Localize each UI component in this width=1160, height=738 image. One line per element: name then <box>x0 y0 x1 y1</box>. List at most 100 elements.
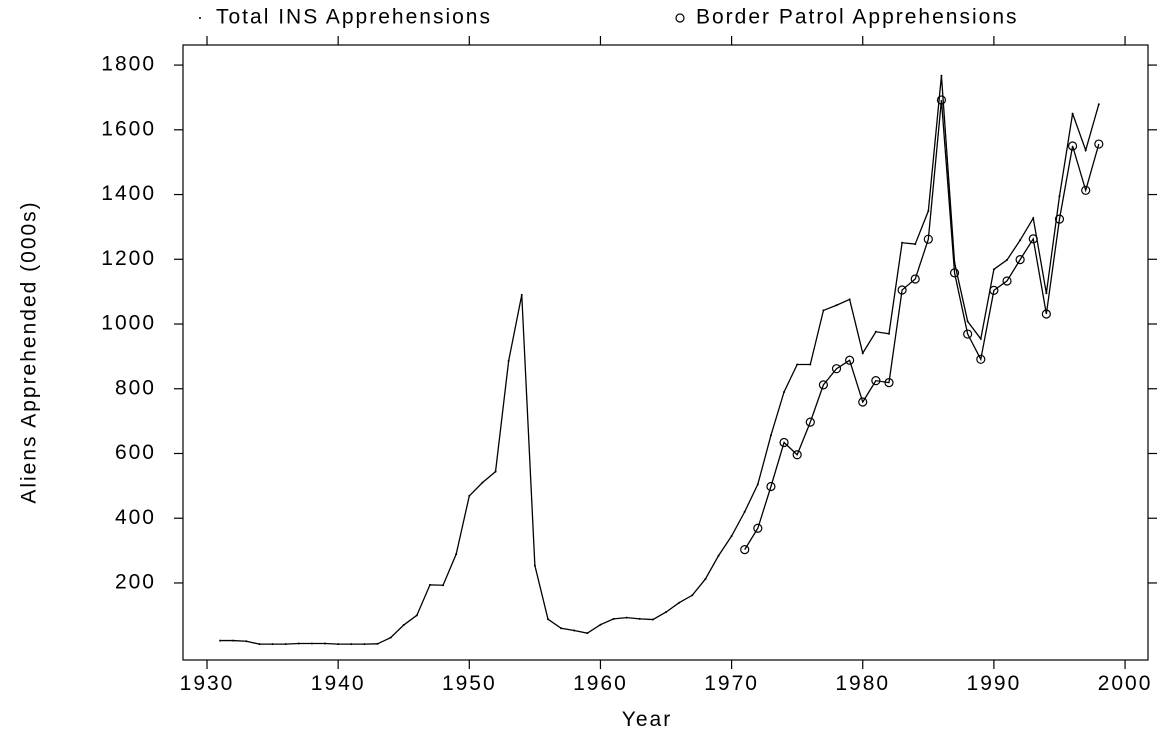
legend-label: Total INS Apprehensions <box>216 6 492 29</box>
point <box>560 627 563 630</box>
x-tick-label: 1930 <box>180 672 235 695</box>
point <box>468 494 471 497</box>
point <box>914 243 917 246</box>
point <box>989 285 999 295</box>
point <box>415 614 418 617</box>
point <box>769 434 772 437</box>
point <box>665 611 668 614</box>
x-tick-label: 1940 <box>311 672 366 695</box>
point <box>402 624 405 627</box>
point <box>874 330 877 333</box>
series-line <box>220 75 1100 645</box>
x-tick-label: 1990 <box>967 672 1022 695</box>
point <box>979 337 982 340</box>
point <box>442 584 445 587</box>
point <box>1002 276 1012 286</box>
point <box>858 397 868 407</box>
point <box>310 642 313 645</box>
point <box>717 554 720 557</box>
point <box>1041 309 1051 319</box>
point <box>831 364 842 374</box>
point <box>792 450 802 460</box>
y-tick-label: 1400 <box>101 182 156 205</box>
point <box>1054 214 1065 224</box>
point <box>940 74 943 77</box>
point <box>949 268 960 278</box>
point <box>1084 149 1087 152</box>
point <box>1081 185 1091 195</box>
y-axis-label: Aliens Apprehended (000s) <box>18 200 41 503</box>
point <box>966 320 969 323</box>
point <box>1067 141 1078 151</box>
x-tick-label: 1970 <box>704 672 759 695</box>
point <box>848 298 851 301</box>
y-tick-label: 400 <box>115 506 156 529</box>
y-tick-label: 1200 <box>101 247 156 270</box>
x-tick-label: 1960 <box>573 672 628 695</box>
point <box>779 437 789 448</box>
point <box>573 629 576 632</box>
point <box>861 352 864 355</box>
point <box>897 285 907 295</box>
legend-marker <box>675 13 685 23</box>
point <box>258 643 261 646</box>
point <box>1094 139 1104 149</box>
point <box>796 363 799 366</box>
point <box>599 623 602 626</box>
point <box>481 481 484 484</box>
point <box>730 535 733 538</box>
point <box>1045 292 1048 295</box>
point <box>884 378 894 388</box>
point <box>271 643 274 646</box>
point <box>910 274 920 284</box>
point <box>1015 255 1025 265</box>
legend-label: Border Patrol Apprehensions <box>696 6 1019 29</box>
point <box>586 632 589 635</box>
point <box>901 241 904 244</box>
point <box>923 234 933 244</box>
y-tick-label: 800 <box>115 376 156 399</box>
point <box>766 481 776 492</box>
y-tick-label: 600 <box>115 441 156 464</box>
series-line <box>744 99 1100 550</box>
point <box>494 470 497 473</box>
point <box>835 304 838 307</box>
point <box>507 359 510 362</box>
point <box>783 390 786 393</box>
point <box>1028 234 1038 244</box>
point <box>428 583 431 586</box>
point <box>809 363 812 366</box>
point <box>740 545 750 555</box>
point <box>376 642 379 645</box>
point <box>992 268 995 271</box>
point <box>455 553 458 556</box>
point <box>936 95 947 105</box>
point <box>704 578 707 581</box>
point <box>822 309 825 312</box>
point <box>678 601 681 604</box>
y-tick-label: 1600 <box>101 117 156 140</box>
point <box>284 643 287 646</box>
point <box>845 355 855 365</box>
x-tick-label: 1950 <box>442 672 497 695</box>
point <box>389 636 392 639</box>
point <box>805 417 815 427</box>
point <box>363 643 366 646</box>
point <box>546 618 549 621</box>
plot-frame <box>182 44 1149 661</box>
legend-marker <box>199 17 201 19</box>
y-tick-label: 1800 <box>101 53 156 76</box>
point <box>612 617 615 620</box>
x-tick-label: 2000 <box>1098 672 1153 695</box>
point <box>324 642 327 645</box>
point <box>963 329 973 339</box>
point <box>691 594 694 597</box>
point <box>651 618 654 621</box>
point <box>1058 195 1061 198</box>
point <box>638 617 641 620</box>
point <box>743 510 746 513</box>
x-tick-label: 1980 <box>835 672 890 695</box>
point <box>533 564 536 567</box>
point <box>818 380 829 390</box>
